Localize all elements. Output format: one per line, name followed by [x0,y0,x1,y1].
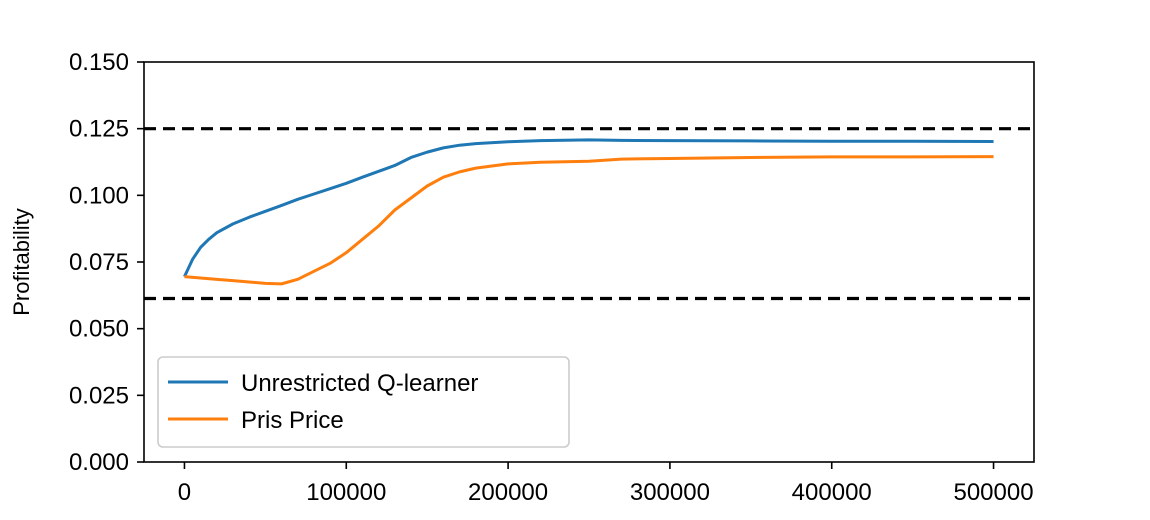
y-tick-label: 0.000 [69,449,129,476]
legend-label-1: Pris Price [241,407,344,434]
y-tick-label: 0.025 [69,382,129,409]
x-tick-label: 300000 [630,479,710,506]
y-tick-label: 0.100 [69,182,129,209]
y-tick-label: 0.125 [69,116,129,143]
legend: Unrestricted Q-learner Pris Price [157,356,570,448]
x-tick-label: 100000 [306,479,386,506]
x-axis: 0 100000 200000 300000 400000 500000 [178,462,1034,506]
x-tick-label: 400000 [792,479,872,506]
series-layer [183,138,994,286]
legend-box [157,356,570,448]
y-tick-label: 0.150 [69,49,129,76]
series-line-0 [183,138,994,278]
y-axis-label: Profitability [9,208,34,316]
y-axis: 0.000 0.025 0.050 0.075 0.100 0.125 0.150 [69,49,144,476]
reference-lines [144,127,1034,301]
x-tick-label: 200000 [468,479,548,506]
y-tick-label: 0.050 [69,316,129,343]
x-tick-label: 500000 [953,479,1033,506]
legend-label-0: Unrestricted Q-learner [241,370,478,397]
x-tick-label: 0 [178,479,191,506]
series-line-1 [184,155,994,286]
y-tick-label: 0.075 [69,249,129,276]
